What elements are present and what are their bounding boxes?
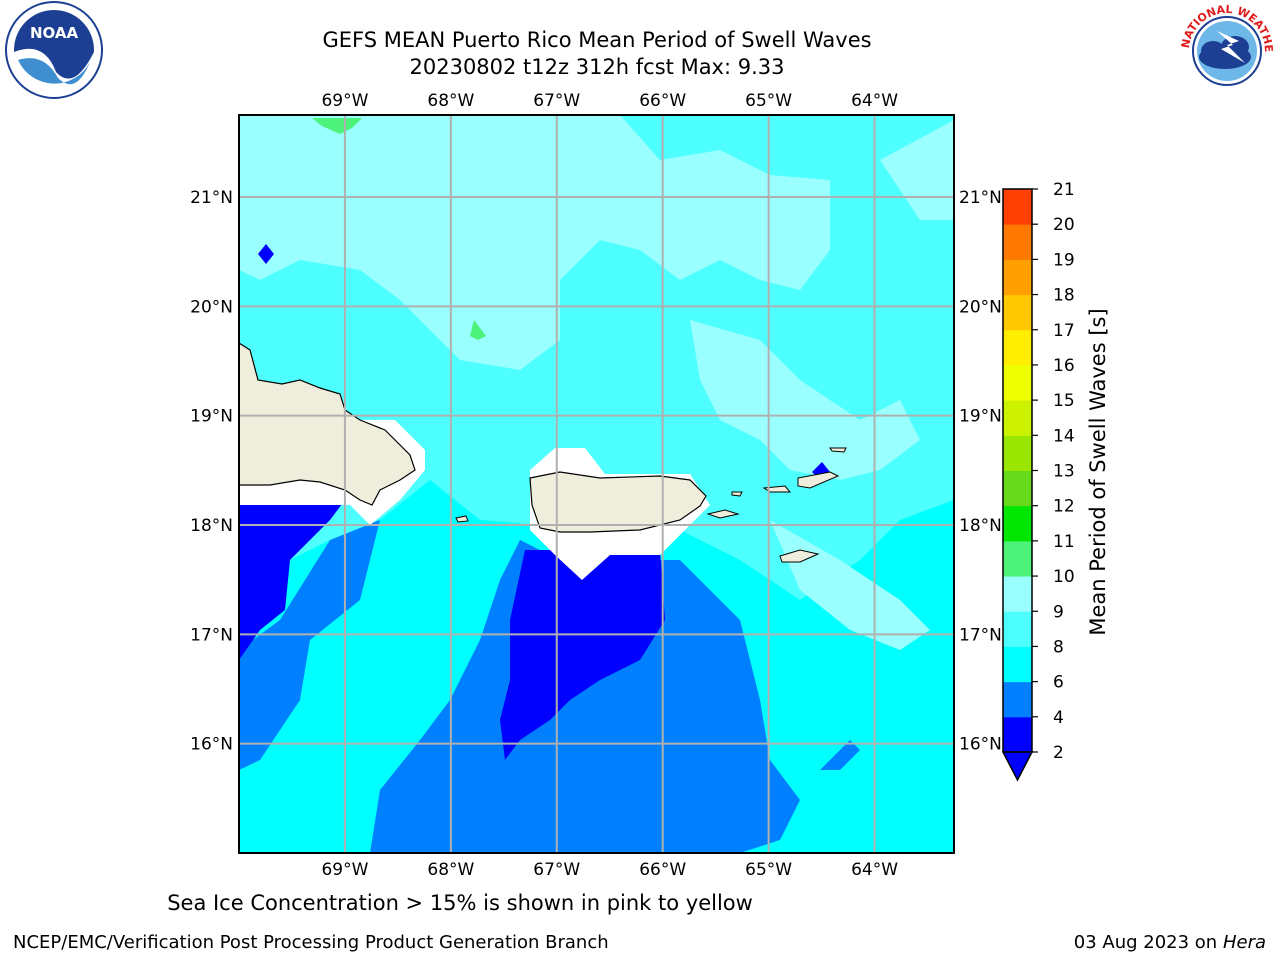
colorbar-segment: [1003, 576, 1032, 612]
hispaniola-landmass: [239, 342, 416, 506]
colorbar-extend-min: [1001, 751, 1034, 782]
nws-logo-icon: NATIONAL WEATHER SERVICE: [1176, 1, 1275, 99]
colorbar-segment: [1003, 189, 1032, 225]
colorbar-tick-label: 4: [1053, 708, 1064, 728]
colorbar-segment: [1003, 329, 1032, 366]
lon-tick-label-top: 69°W: [321, 91, 368, 111]
colorbar-tick-label: 21: [1053, 180, 1075, 200]
swell-field-10-11-b: [470, 320, 486, 340]
colorbar-segment: [1003, 540, 1032, 577]
swell-field-2-4-c: [258, 244, 274, 264]
colorbar-tick-label: 17: [1053, 321, 1075, 341]
noaa-logo-text: NOAA: [30, 24, 79, 42]
colorbar-title: Mean Period of Swell Waves [s]: [1086, 308, 1110, 635]
colorbar-tick-label: 9: [1053, 602, 1064, 622]
map-tick-labels: 69°W 69°W 68°W 68°W 67°W 67°W 66°W 66°W 65°W 65°W…: [190, 91, 1002, 880]
lat-tick-label-right: 21°N: [959, 188, 1002, 208]
colorbar-tick-label: 11: [1053, 532, 1075, 552]
colorbar-tick-label: 2: [1053, 743, 1064, 763]
colorbar-tick-label: 19: [1053, 250, 1075, 270]
swell-field-4-6-b: [370, 540, 800, 853]
colorbar-tick-label: 18: [1053, 286, 1075, 306]
map-panel: [239, 115, 954, 853]
swell-field-10-11: [312, 118, 362, 134]
colorbar-tick-label: 8: [1053, 637, 1064, 657]
colorbar-segment: [1003, 470, 1032, 507]
colorbar-segment: [1003, 294, 1032, 331]
island-small-5: [829, 447, 847, 453]
lon-tick-label-top: 65°W: [745, 91, 792, 111]
lat-tick-label-left: 20°N: [190, 297, 233, 317]
colorbar-segment: [1003, 364, 1032, 401]
colorbar-segment: [1003, 435, 1032, 471]
noaa-logo-icon: NOAA: [5, 1, 103, 99]
swell-field-2-4-b: [500, 550, 665, 760]
colorbar-segment: [1003, 716, 1032, 753]
swell-field-2-4: [239, 500, 345, 660]
lon-tick-label-bottom: 64°W: [851, 860, 898, 880]
lat-tick-label-left: 16°N: [190, 735, 233, 755]
swell-field-9-10-d: [880, 120, 954, 220]
lon-tick-label-top: 67°W: [533, 91, 580, 111]
lon-tick-label-top: 68°W: [427, 91, 474, 111]
lon-tick-label-bottom: 68°W: [427, 860, 474, 880]
swell-field-4-6-c: [820, 740, 860, 770]
lat-tick-label-left: 18°N: [190, 516, 233, 536]
colorbar-tick-label: 13: [1053, 462, 1075, 482]
island-small-7: [731, 491, 743, 497]
colorbar-tick-label: 10: [1053, 567, 1075, 587]
footer-date: 03 Aug 2023 on Hera: [1074, 932, 1266, 954]
swell-field-9-10: [239, 115, 830, 370]
island-small-4: [797, 471, 840, 489]
map-gridlines: [239, 115, 954, 853]
lon-tick-label-bottom: 65°W: [745, 860, 792, 880]
lon-tick-label-bottom: 67°W: [533, 860, 580, 880]
lat-tick-label-right: 16°N: [959, 735, 1002, 755]
lat-tick-label-right: 18°N: [959, 516, 1002, 536]
colorbar-tick-label: 12: [1053, 497, 1075, 517]
colorbar-tick-label: 15: [1053, 391, 1075, 411]
lat-tick-label-right: 20°N: [959, 297, 1002, 317]
lon-tick-label-top: 64°W: [851, 91, 898, 111]
sea-ice-note: Sea Ice Concentration > 15% is shown in …: [167, 891, 753, 915]
colorbar-segment: [1003, 505, 1032, 542]
colorbar-tick-label: 6: [1053, 673, 1064, 693]
chart-subtitle: 20230802 t12z 312h fcst Max: 9.33: [409, 55, 785, 79]
colorbar-tick-label: 20: [1053, 215, 1075, 235]
island-small-2: [779, 549, 820, 563]
island-small-1: [706, 509, 740, 519]
lat-tick-label-right: 19°N: [959, 407, 1002, 427]
colorbar: 2 4 6 8 9 10 11 12 13 14 15 16 17 18 19 20 21: [1001, 180, 1075, 782]
colorbar-segment: [1003, 224, 1032, 260]
island-small-6: [455, 515, 469, 523]
footer-machine: Hera: [1222, 932, 1266, 953]
lat-tick-label-left: 21°N: [190, 188, 233, 208]
colorbar-segment: [1003, 611, 1032, 647]
colorbar-segment: [1003, 400, 1032, 436]
colorbar-tick-label: 14: [1053, 426, 1075, 446]
lat-tick-label-left: 19°N: [190, 407, 233, 427]
lon-tick-label-top: 66°W: [639, 91, 686, 111]
footer-branch: NCEP/EMC/Verification Post Processing Pr…: [13, 932, 609, 953]
lon-tick-label-bottom: 69°W: [321, 860, 368, 880]
map-frame: [238, 114, 955, 854]
colorbar-segment: [1003, 259, 1032, 296]
lat-tick-label-right: 17°N: [959, 625, 1002, 645]
lon-tick-label-bottom: 66°W: [639, 860, 686, 880]
colorbar-segment: [1003, 646, 1032, 683]
swell-field-9-10-b: [690, 320, 920, 480]
colorbar-tick-label: 16: [1053, 356, 1075, 376]
chart-title: GEFS MEAN Puerto Rico Mean Period of Swe…: [322, 28, 872, 52]
colorbar-segment: [1003, 681, 1032, 718]
lat-tick-label-left: 17°N: [190, 625, 233, 645]
footer-date-text: 03 Aug 2023 on: [1073, 932, 1218, 953]
